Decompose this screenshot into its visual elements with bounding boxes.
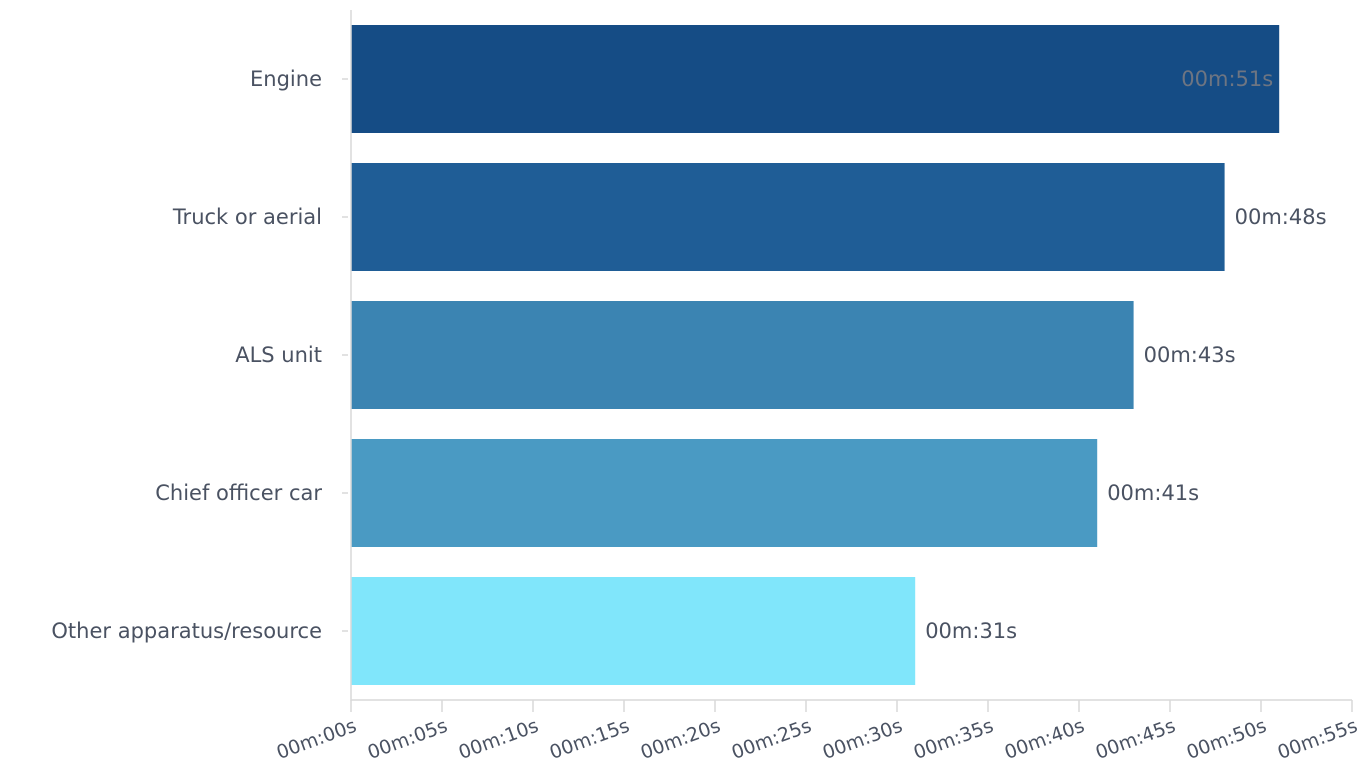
value-labels-group: 00m:51s 00m:48s 00m:43s 00m:41s 00m:31s [925, 67, 1326, 643]
x-axis-ticks: 00m:00s 00m:05s 00m:10s 00m:15s 00m:20s 00m:2… [274, 700, 1361, 764]
value-label: 00m:43s [1144, 343, 1236, 367]
bar [351, 163, 1225, 271]
x-tick-label: 00m:30s [820, 715, 906, 764]
x-tick-label: 00m:05s [365, 715, 451, 764]
x-tick-label: 00m:55s [1275, 715, 1361, 764]
x-tick-label: 00m:25s [729, 715, 815, 764]
x-tick-label: 00m:40s [1002, 715, 1088, 764]
value-label: 00m:41s [1107, 481, 1199, 505]
category-label: Other apparatus/resource [51, 619, 322, 643]
x-tick-label: 00m:00s [274, 715, 360, 764]
bars-group [351, 25, 1280, 685]
x-tick-label: 00m:45s [1093, 715, 1179, 764]
category-label: ALS unit [235, 343, 322, 367]
bar [351, 25, 1280, 133]
value-label: 00m:48s [1235, 205, 1327, 229]
category-label: Chief officer car [155, 481, 322, 505]
bar [351, 577, 916, 685]
value-label: 00m:51s [1181, 67, 1273, 91]
category-label: Engine [250, 67, 322, 91]
x-tick-label: 00m:15s [547, 715, 633, 764]
y-axis-labels: Engine Truck or aerial ALS unit Chief offic… [51, 67, 348, 643]
x-tick-label: 00m:35s [911, 715, 997, 764]
x-tick-label: 00m:10s [456, 715, 542, 764]
x-tick-label: 00m:20s [638, 715, 724, 764]
axes-group [350, 10, 1352, 701]
bar [351, 439, 1098, 547]
x-tick-label: 00m:50s [1184, 715, 1270, 764]
category-label: Truck or aerial [172, 205, 322, 229]
value-label: 00m:31s [925, 619, 1017, 643]
bar [351, 301, 1134, 409]
